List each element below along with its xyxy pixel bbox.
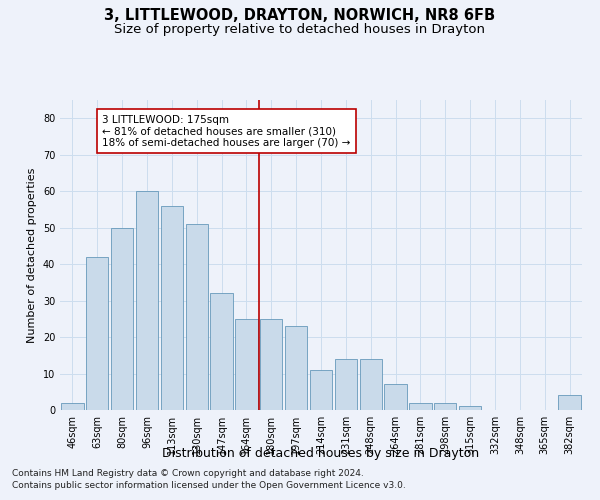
Bar <box>559 396 581 410</box>
Text: 3, LITTLEWOOD, DRAYTON, NORWICH, NR8 6FB: 3, LITTLEWOOD, DRAYTON, NORWICH, NR8 6FB <box>104 8 496 22</box>
Bar <box>434 402 457 410</box>
Bar <box>136 191 158 410</box>
Bar <box>459 406 481 410</box>
Bar <box>161 206 183 410</box>
Text: Distribution of detached houses by size in Drayton: Distribution of detached houses by size … <box>163 448 479 460</box>
Y-axis label: Number of detached properties: Number of detached properties <box>27 168 37 342</box>
Bar <box>86 257 109 410</box>
Bar <box>260 319 283 410</box>
Bar <box>211 294 233 410</box>
Text: Contains public sector information licensed under the Open Government Licence v3: Contains public sector information licen… <box>12 481 406 490</box>
Bar <box>310 370 332 410</box>
Bar <box>409 402 431 410</box>
Bar <box>359 359 382 410</box>
Bar <box>111 228 133 410</box>
Bar <box>61 402 83 410</box>
Bar <box>285 326 307 410</box>
Text: 3 LITTLEWOOD: 175sqm
← 81% of detached houses are smaller (310)
18% of semi-deta: 3 LITTLEWOOD: 175sqm ← 81% of detached h… <box>102 114 350 148</box>
Bar <box>385 384 407 410</box>
Bar <box>185 224 208 410</box>
Bar <box>235 319 257 410</box>
Text: Contains HM Land Registry data © Crown copyright and database right 2024.: Contains HM Land Registry data © Crown c… <box>12 468 364 477</box>
Bar <box>335 359 357 410</box>
Text: Size of property relative to detached houses in Drayton: Size of property relative to detached ho… <box>115 22 485 36</box>
